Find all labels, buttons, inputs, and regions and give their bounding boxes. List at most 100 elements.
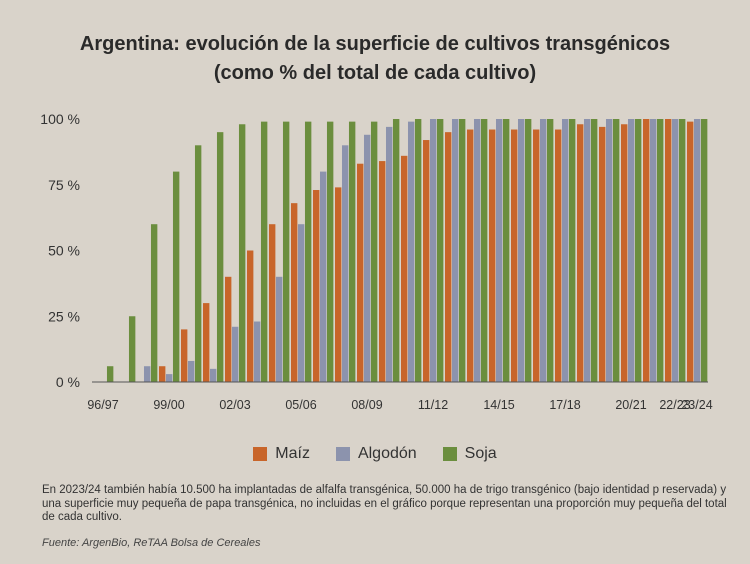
bar-soja-22-23 — [678, 119, 686, 382]
bar-soja-00-01 — [194, 145, 202, 382]
bar-soja-18-19 — [590, 119, 598, 382]
bar-soja-15-16 — [524, 119, 532, 382]
bar-maiz-00-01 — [181, 329, 188, 382]
bar-maiz-10-11 — [401, 155, 408, 382]
bar-algodon-98-99 — [143, 366, 151, 382]
x-tick-label: 22/23 — [659, 398, 690, 412]
bar-soja-99-00 — [172, 171, 180, 382]
legend-item-algodon: Algodón — [335, 445, 417, 463]
legend-label-soja: Soja — [464, 445, 497, 462]
bar-soja-14-15 — [502, 119, 510, 382]
source-note: Fuente: ArgenBio, ReTAA Bolsa de Cereale… — [42, 537, 261, 549]
bar-soja-04-05 — [282, 121, 290, 382]
bar-algodon-05-06 — [297, 224, 305, 382]
bar-algodon-22-23 — [671, 119, 679, 382]
y-tick-label: 0 % — [56, 374, 80, 390]
bar-soja-19-20 — [612, 119, 620, 382]
bar-algodon-02-03 — [231, 326, 239, 382]
bar-algodon-10-11 — [407, 121, 415, 382]
bar-maiz-05-06 — [291, 203, 298, 382]
bar-maiz-07-08 — [335, 187, 342, 382]
bar-soja-16-17 — [546, 119, 554, 382]
x-tick-label: 17/18 — [549, 398, 580, 412]
bar-maiz-12-13 — [445, 132, 452, 382]
chart-title: Argentina: evolución de la superficie de… — [79, 33, 671, 55]
legend-swatch-soja — [442, 447, 457, 461]
x-tick-label: 11/12 — [418, 398, 448, 412]
bar-soja-01-02 — [216, 132, 224, 382]
bar-maiz-03-04 — [247, 250, 254, 382]
legend-item-maiz: Maíz — [253, 445, 310, 463]
bar-algodon-21-22 — [649, 119, 657, 382]
bar-algodon-17-18 — [561, 119, 569, 382]
bar-maiz-06-07 — [313, 190, 320, 382]
bar-soja-03-04 — [260, 121, 268, 382]
bar-algodon-06-07 — [319, 171, 327, 382]
x-tick-label: 99/00 — [153, 398, 184, 412]
y-tick-label: 100 % — [40, 111, 80, 127]
bar-algodon-08-09 — [363, 134, 371, 382]
legend-item-soja: Soja — [442, 445, 497, 463]
bar-soja-17-18 — [568, 119, 576, 382]
chart-subtitle: (como % del total de cada cultivo) — [213, 62, 537, 84]
bar-maiz-19-20 — [599, 126, 606, 382]
bar-soja-13-14 — [480, 119, 488, 382]
bar-maiz-22-23 — [665, 119, 672, 382]
y-tick-label: 50 % — [48, 243, 80, 259]
y-tick-label: 25 % — [48, 308, 80, 324]
bar-maiz-15-16 — [511, 129, 518, 382]
bar-soja-20-21 — [634, 119, 642, 382]
bar-soja-98-99 — [150, 224, 158, 382]
x-tick-label: 96/97 — [87, 398, 118, 412]
bar-maiz-13-14 — [467, 129, 474, 382]
bar-soja-06-07 — [326, 121, 334, 382]
bar-algodon-12-13 — [451, 119, 459, 382]
legend-swatch-maiz — [253, 447, 268, 461]
bar-soja-05-06 — [304, 121, 312, 382]
x-tick-label: 05/06 — [285, 398, 316, 412]
bar-soja-21-22 — [656, 119, 664, 382]
footnote: En 2023/24 también había 10.500 ha impla… — [42, 484, 727, 523]
bar-maiz-14-15 — [489, 129, 496, 382]
bar-maiz-11-12 — [423, 140, 430, 382]
x-tick-label: 02/03 — [219, 398, 250, 412]
bar-algodon-20-21 — [627, 119, 635, 382]
bar-algodon-01-02 — [209, 368, 217, 382]
bar-algodon-14-15 — [495, 119, 503, 382]
bar-algodon-03-04 — [253, 321, 261, 382]
bar-soja-10-11 — [414, 119, 422, 382]
bar-maiz-09-10 — [379, 161, 386, 382]
bar-soja-97-98 — [128, 316, 136, 382]
bar-soja-96-97 — [106, 366, 114, 382]
bar-algodon-09-10 — [385, 126, 393, 382]
bar-maiz-18-19 — [577, 124, 584, 382]
x-tick-label: 23/24 — [681, 398, 712, 412]
bar-maiz-08-09 — [357, 163, 364, 382]
legend: Maíz Algodón Soja — [0, 445, 750, 463]
bar-maiz-01-02 — [203, 303, 210, 382]
legend-label-maiz: Maíz — [275, 445, 310, 462]
bar-soja-07-08 — [348, 121, 356, 382]
bar-soja-08-09 — [370, 121, 378, 382]
bar-maiz-02-03 — [225, 276, 232, 382]
bar-algodon-15-16 — [517, 119, 525, 382]
bar-algodon-99-00 — [165, 374, 173, 382]
bar-soja-11-12 — [436, 119, 444, 382]
bar-maiz-04-05 — [269, 224, 276, 382]
legend-swatch-algodon — [335, 447, 350, 461]
bar-algodon-13-14 — [473, 119, 481, 382]
y-tick-label: 75 % — [48, 177, 80, 193]
bar-maiz-16-17 — [533, 129, 540, 382]
bar-maiz-17-18 — [555, 129, 562, 382]
legend-label-algodon: Algodón — [357, 445, 417, 462]
bar-soja-23-24 — [700, 119, 708, 382]
bar-maiz-99-00 — [159, 366, 166, 382]
x-tick-label: 08/09 — [351, 398, 382, 412]
bar-algodon-18-19 — [583, 119, 591, 382]
bar-soja-12-13 — [458, 119, 466, 382]
bar-algodon-11-12 — [429, 119, 437, 382]
bar-maiz-21-22 — [643, 119, 650, 382]
bar-soja-02-03 — [238, 124, 246, 382]
bar-algodon-19-20 — [605, 119, 613, 382]
